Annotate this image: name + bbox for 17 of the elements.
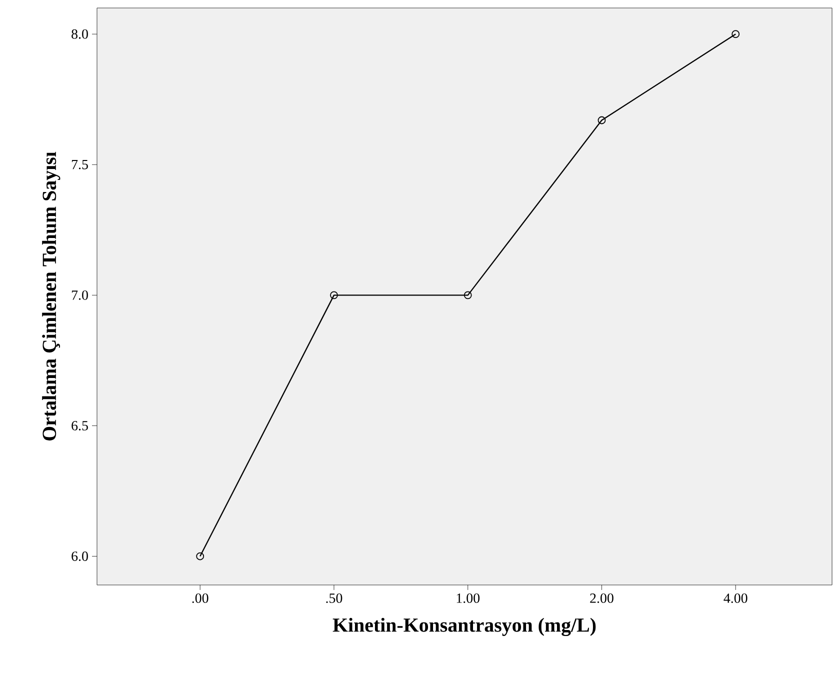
y-tick-label: 8.0 bbox=[72, 29, 88, 39]
x-tick-label: 4.00 bbox=[724, 594, 748, 603]
point bbox=[196, 552, 204, 560]
x-tick-label: .50 bbox=[326, 594, 342, 603]
point bbox=[330, 291, 338, 300]
y-tick-label: 7.5 bbox=[72, 160, 88, 170]
y-tick-label: 7.0 bbox=[72, 290, 88, 300]
y-tick-label: 6.0 bbox=[72, 552, 88, 562]
y-tick-label: 6.5 bbox=[72, 421, 88, 430]
point bbox=[598, 116, 606, 124]
point bbox=[464, 291, 472, 300]
x-tick-label: 2.00 bbox=[590, 594, 614, 603]
x-axis-title: Kinetin-Konsantrasyon (mg/L) bbox=[332, 618, 596, 636]
point bbox=[732, 30, 740, 38]
x-tick-label: 1.00 bbox=[456, 594, 480, 603]
y-axis-title: Ortalama Çimlenen Tohum Sayısı bbox=[42, 152, 60, 440]
x-tick-label: .00 bbox=[192, 594, 208, 603]
